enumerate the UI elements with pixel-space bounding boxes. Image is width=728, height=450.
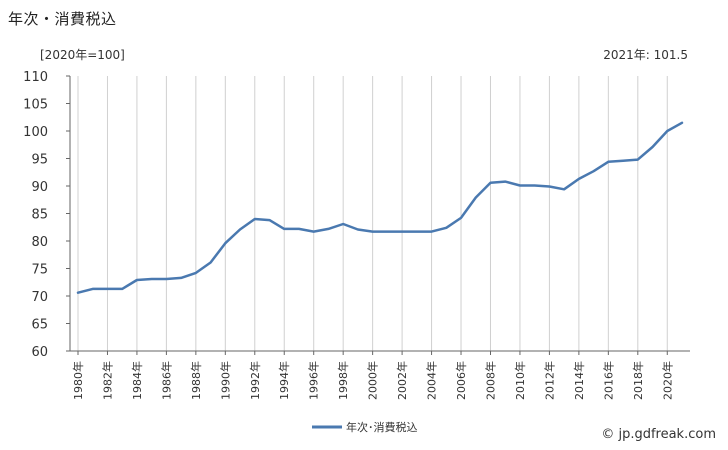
x-tick-label: 2020年 — [660, 361, 674, 400]
x-tick-label: 2000年 — [366, 361, 380, 400]
x-tick-label: 2002年 — [395, 361, 409, 400]
y-tick-label: 100 — [23, 125, 48, 140]
y-tick-label: 65 — [31, 318, 48, 333]
y-tick-label: 110 — [23, 70, 48, 85]
y-tick-label: 85 — [31, 208, 48, 223]
chart-title: 年次・消費税込 — [8, 10, 117, 28]
y-tick-label: 60 — [31, 345, 48, 360]
x-tick-label: 2006年 — [454, 361, 468, 400]
series-line-0 — [76, 121, 684, 294]
y-axis: 60 65 70 75 80 85 90 95 100 105 110 — [23, 70, 71, 360]
legend-label: 年次･消費税込 — [346, 420, 418, 434]
x-tick-label: 2016年 — [601, 361, 615, 400]
x-tick-label: 2014年 — [572, 361, 586, 400]
x-tick-label: 1996年 — [307, 361, 321, 400]
latest-value-annotation: 2021年: 101.5 — [603, 48, 688, 62]
x-tick-label: 1994年 — [277, 361, 291, 400]
x-tick-label: 1990年 — [218, 361, 232, 400]
y-tick-label: 90 — [31, 180, 48, 195]
x-tick-label: 1982年 — [100, 361, 114, 400]
x-tick-label: 2004年 — [425, 361, 439, 400]
source-credit: © jp.gdfreak.com — [601, 427, 716, 442]
y-tick-label: 105 — [23, 98, 48, 113]
legend: 年次･消費税込 — [312, 420, 418, 434]
x-tick-label: 2018年 — [631, 361, 645, 400]
x-tick-label: 1998年 — [336, 361, 350, 400]
x-tick-label: 1992年 — [248, 361, 262, 400]
x-tick-label: 1980年 — [71, 361, 85, 400]
x-tick-label: 2012年 — [542, 361, 556, 400]
y-unit-label: [2020年=100] — [40, 48, 125, 62]
grid-lines — [77, 76, 668, 351]
x-tick-label: 1984年 — [130, 361, 144, 400]
y-tick-label: 70 — [31, 290, 48, 305]
x-tick-label: 1988年 — [189, 361, 203, 400]
x-axis: 1980年 1982年 1984年 1986年 1988年 1990年 1992年 1994年… — [70, 350, 690, 400]
y-tick-label: 80 — [31, 235, 48, 250]
x-tick-label: 2010年 — [513, 361, 527, 400]
x-tick-label: 1986年 — [159, 361, 173, 400]
y-tick-label: 95 — [31, 153, 48, 168]
x-tick-label: 2008年 — [483, 361, 497, 400]
series-layer — [76, 121, 684, 294]
y-tick-label: 75 — [31, 263, 48, 278]
